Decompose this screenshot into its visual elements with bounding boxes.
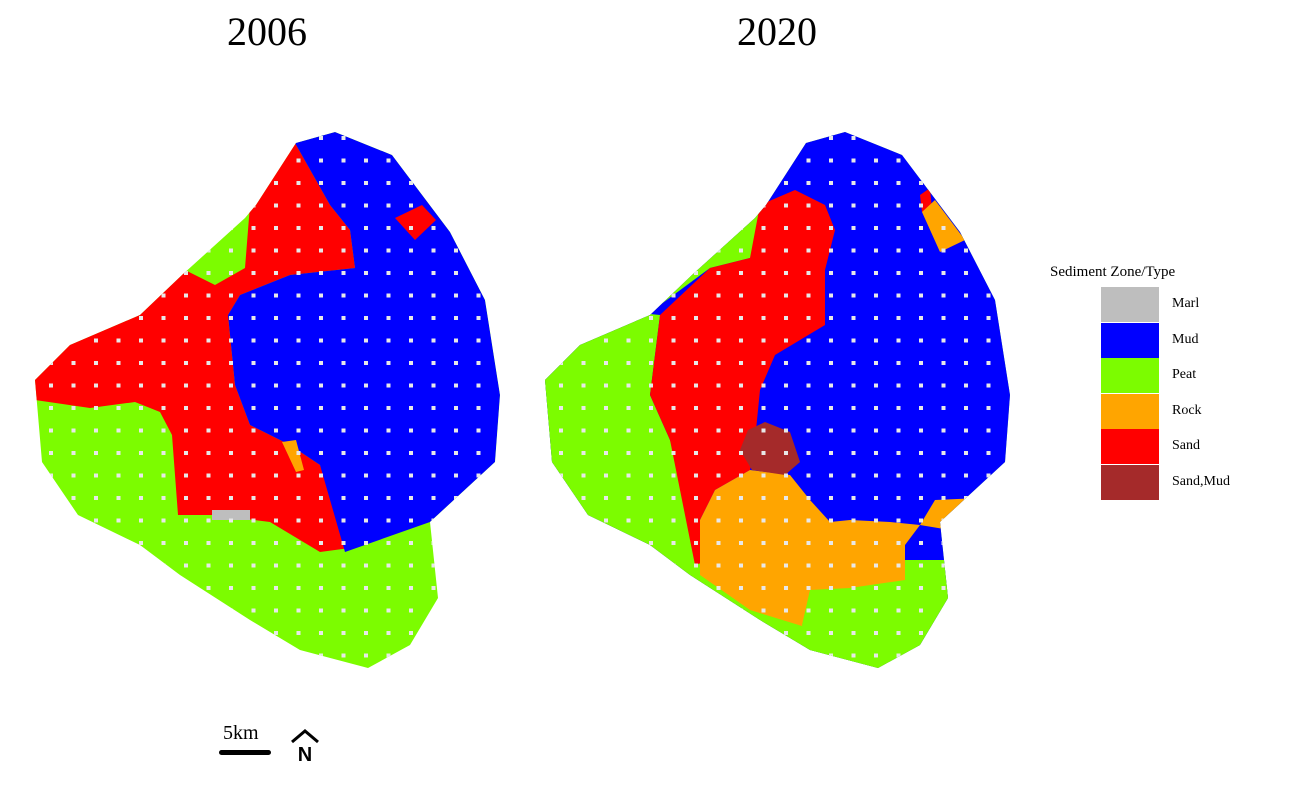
legend-swatch xyxy=(1101,464,1159,500)
map-title-2006: 2006 xyxy=(227,9,307,54)
legend-swatch xyxy=(1101,287,1159,322)
north-arrow-icon: N xyxy=(291,729,319,764)
legend-item: Marl xyxy=(1050,287,1199,323)
legend-item: Sand xyxy=(1050,429,1200,465)
legend-item: Peat xyxy=(1050,358,1196,394)
sediment-map-2006 xyxy=(35,132,500,668)
legend-swatch xyxy=(1101,358,1159,393)
legend-title: Sediment Zone/Type xyxy=(1050,264,1176,280)
sediment-map-2020 xyxy=(545,132,1010,668)
legend-item: Rock xyxy=(1050,393,1202,430)
legend-label: Mud xyxy=(1172,331,1199,347)
legend-label: Marl xyxy=(1172,296,1200,311)
legend-item: Mud xyxy=(1050,322,1198,359)
legend-item: Sand,Mud xyxy=(1050,464,1230,501)
legend-label: Sand,Mud xyxy=(1172,473,1230,489)
map-title-2020: 2020 xyxy=(737,9,817,54)
sample-points xyxy=(545,132,1010,668)
legend-swatch xyxy=(1101,393,1159,429)
scale-bar xyxy=(219,750,271,755)
sample-points xyxy=(35,132,500,668)
scale-bar-label: 5km xyxy=(223,722,259,744)
legend-label: Rock xyxy=(1172,402,1202,418)
legend-label: Sand xyxy=(1172,438,1200,453)
legend: Sediment Zone/Type Marl Mud Peat Rock Sand Sa… xyxy=(1050,264,1230,501)
legend-label: Peat xyxy=(1172,367,1197,382)
legend-swatch xyxy=(1101,322,1159,358)
north-arrow-label: N xyxy=(298,744,312,764)
legend-swatch xyxy=(1101,429,1159,464)
